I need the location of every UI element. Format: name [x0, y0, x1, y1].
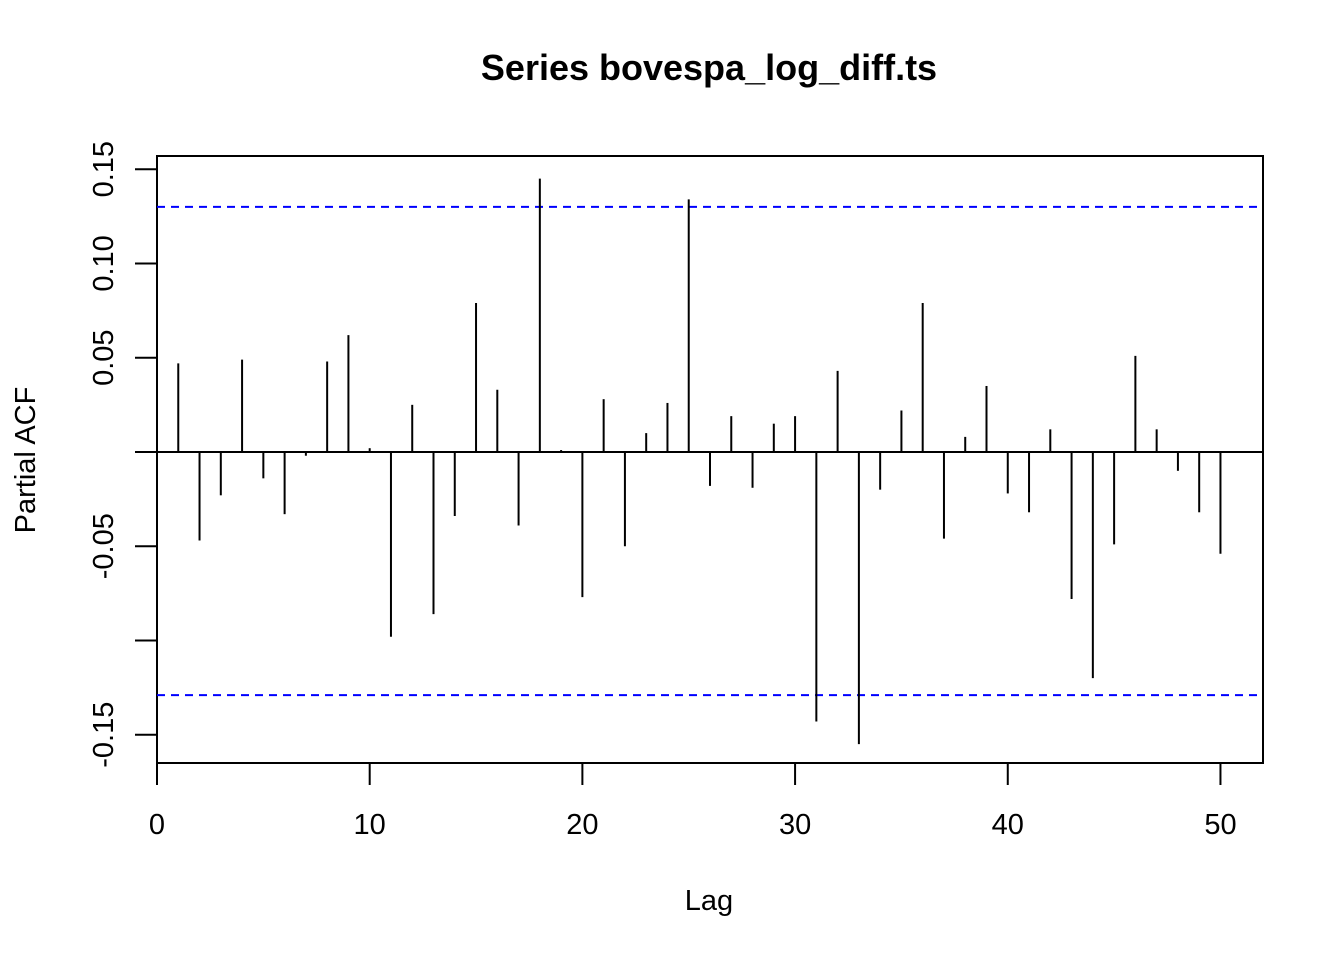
y-axis: -0.15 -0.05 0.05 0.10 0.15	[88, 141, 158, 768]
pacf-bars	[177, 178, 1222, 745]
chart-title: Series bovespa_log_diff.ts	[481, 47, 937, 88]
x-axis-label: Lag	[685, 885, 733, 917]
x-tick-label: 30	[779, 809, 811, 841]
y-tick-label: -0.05	[88, 513, 120, 579]
x-tick-label: 10	[354, 809, 386, 841]
y-tick-label: 0.10	[88, 235, 120, 291]
y-tick-label: 0.05	[88, 329, 120, 385]
x-tick-label: 0	[149, 809, 165, 841]
x-axis: 0 10 20 30 40 50	[149, 762, 1237, 841]
y-tick-label: 0.15	[88, 141, 120, 197]
y-tick-label: -0.15	[88, 702, 120, 768]
x-tick-label: 50	[1204, 809, 1236, 841]
x-tick-label: 20	[566, 809, 598, 841]
y-axis-label: Partial ACF	[10, 387, 42, 534]
x-tick-label: 40	[992, 809, 1024, 841]
confidence-bounds	[157, 205, 1263, 697]
